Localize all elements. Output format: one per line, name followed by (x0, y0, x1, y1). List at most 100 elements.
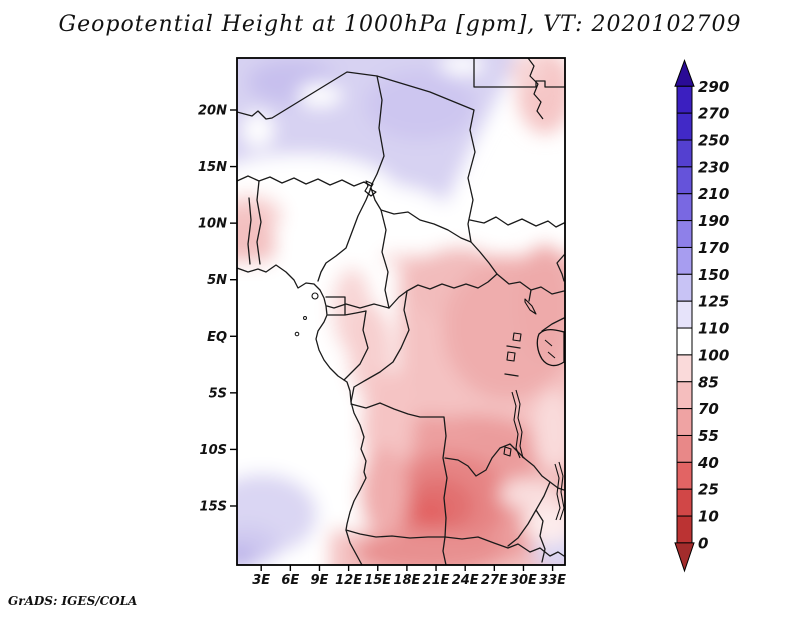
colorbar-segment (676, 461, 693, 490)
x-tick-label: 30E (510, 573, 537, 588)
lake-albert (524, 298, 537, 315)
border-sudan-ssudan (469, 216, 565, 228)
border-angola-namibia-caprivi (345, 529, 565, 557)
border-cameroon-south (326, 303, 390, 309)
border-uganda-kenya (528, 289, 565, 332)
lake-victoria-hatch (544, 339, 556, 359)
colorbar-segment (676, 273, 693, 302)
x-tick-label: 33E (539, 573, 566, 588)
nile-river (527, 58, 544, 120)
x-axis-ticks: 3E 6E 9E 12E 15E 18E 21E 24E 27E 30E 33E (252, 565, 566, 588)
border-benin-togo (247, 180, 262, 265)
colorbar-segment (676, 434, 693, 463)
x-tick-label: 21E (423, 573, 450, 588)
y-tick-label: 20N (198, 104, 227, 119)
map-frame (236, 57, 566, 566)
y-tick-label: 5N (207, 273, 227, 288)
y-tick-label: 10S (200, 443, 227, 458)
lake-edward (512, 332, 522, 342)
border-egypt-sudan (473, 58, 565, 88)
plot-title: Geopotential Height at 1000hPa [gpm], VT… (58, 12, 742, 37)
colorbar-segment (676, 166, 693, 195)
border-congo-drc (350, 290, 410, 403)
colorbar-arrow-up (674, 59, 695, 87)
border-zambia-pedicle (444, 443, 525, 477)
bioko-island (311, 292, 319, 300)
colorbar-segment (676, 515, 693, 544)
x-tick-label: 6E (281, 573, 299, 588)
y-tick-label: 5S (209, 386, 227, 401)
colorbar-label: 170 (698, 239, 729, 257)
lake-kivu (506, 351, 516, 362)
border-car-drc (388, 273, 498, 309)
colorbar-segment (676, 327, 693, 356)
border-ethiopia-stub (556, 254, 565, 282)
country-borders (237, 58, 565, 565)
lake-mweru (503, 446, 512, 457)
border-eq-guinea (325, 296, 367, 316)
coastline (237, 264, 367, 565)
colorbar-label: 270 (698, 105, 729, 123)
x-tick-label: 18E (393, 573, 420, 588)
x-tick-label: 9E (311, 573, 329, 588)
lakes-rivers (294, 58, 565, 521)
border-cameroon-car (380, 209, 390, 309)
colorbar-label: 110 (698, 320, 729, 338)
border-chad-car (370, 187, 472, 243)
colorbar-label: 290 (698, 78, 729, 96)
lake-chad (364, 180, 377, 197)
y-tick-label: 10N (198, 217, 227, 232)
colorbar-segment (676, 220, 693, 248)
sao-tome-island (294, 331, 300, 337)
colorbar-label: 125 (698, 293, 729, 311)
colorbar-segment (676, 488, 693, 517)
border-sahara-chain (237, 71, 565, 295)
border-tanzania-malawi-net (507, 457, 565, 563)
border-drc-angola-zambia (350, 402, 448, 538)
lake-victoria (536, 328, 565, 367)
colorbar-label: 100 (698, 346, 729, 364)
colorbar-segment (676, 408, 693, 436)
colorbar-label: 150 (698, 266, 729, 284)
colorbar-segment (676, 381, 693, 410)
colorbar-label: 85 (698, 373, 719, 391)
border-gabon-congo (343, 310, 369, 381)
colorbar-label: 210 (698, 185, 729, 203)
credit-text: GrADS: IGES/COLA (8, 594, 138, 608)
x-tick-label: 12E (335, 573, 362, 588)
x-tick-label: 15E (364, 573, 391, 588)
colorbar-label: 190 (698, 212, 729, 230)
y-tick-label: 15S (200, 499, 227, 514)
colorbar-label: 40 (697, 454, 719, 472)
lake-tanganyika (511, 389, 524, 459)
colorbar-segment (676, 193, 693, 222)
border-niger-chad (370, 75, 385, 187)
colorbar-segment (676, 139, 693, 168)
colorbar-segment (676, 300, 693, 329)
colorbar-arrow-down (674, 542, 695, 573)
colorbar-segment (676, 246, 693, 275)
y-tick-label: 15N (198, 160, 227, 175)
colorbar-label: 25 (698, 481, 719, 499)
x-tick-label: 27E (481, 573, 508, 588)
colorbar-segment (676, 112, 693, 141)
x-tick-label: 24E (452, 573, 479, 588)
border-nigeria-cameroon (317, 187, 372, 282)
principe-island (303, 316, 307, 320)
contour-fill-field (237, 58, 565, 565)
colorbar-label: 70 (698, 400, 719, 418)
y-tick-label: EQ (207, 330, 227, 345)
border-rwanda-burundi (504, 345, 521, 377)
lake-malawi (554, 461, 565, 521)
border-namibia-botswana (442, 536, 447, 565)
colorbar-label: 230 (698, 158, 729, 176)
colorbar-label: 0 (698, 534, 708, 552)
colorbar: 2902702502302101901701501251101008570554… (674, 59, 729, 573)
colorbar-label: 250 (698, 132, 729, 150)
colorbar-label: 10 (698, 508, 719, 526)
colorbar-label: 55 (698, 427, 719, 445)
x-tick-label: 3E (252, 573, 270, 588)
y-axis-ticks: 20N 15N 10N 5N EQ 5S 10S 15S (198, 104, 237, 514)
